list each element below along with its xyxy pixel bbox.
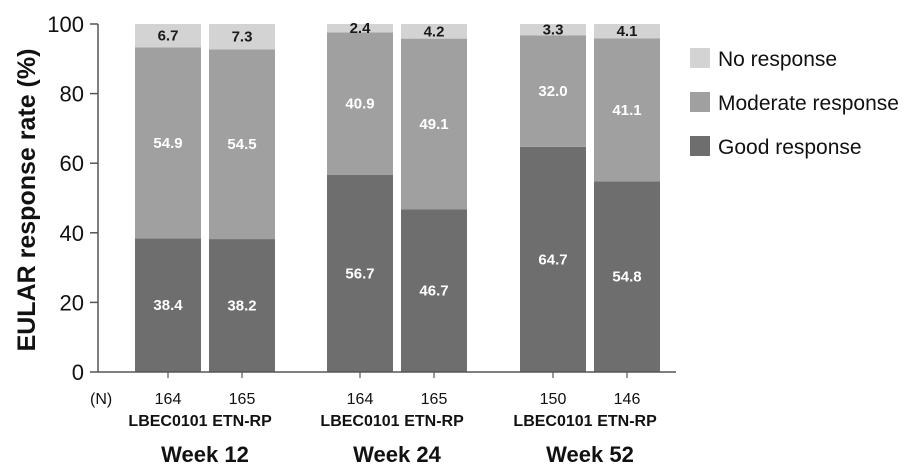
legend-label: Moderate response bbox=[718, 92, 899, 115]
data-label: 4.1 bbox=[617, 23, 638, 40]
bar-segment bbox=[327, 32, 393, 175]
group-label: Week 12 bbox=[161, 442, 249, 466]
y-tick-label: 80 bbox=[60, 82, 84, 107]
bar-segment bbox=[520, 24, 586, 36]
y-tick-label: 40 bbox=[60, 221, 84, 246]
data-label: 54.8 bbox=[612, 269, 641, 286]
data-label: 2.4 bbox=[350, 20, 372, 37]
bar-segment bbox=[594, 181, 660, 372]
data-label: 54.9 bbox=[153, 135, 182, 152]
bar-segment bbox=[594, 38, 660, 182]
y-axis-label: EULAR response rate (%) bbox=[13, 49, 41, 352]
data-label: 3.3 bbox=[543, 22, 564, 39]
group-label: Week 52 bbox=[546, 442, 634, 466]
data-label: 4.2 bbox=[424, 23, 445, 40]
bar-segment bbox=[135, 24, 201, 48]
x-axis-labels: 164 LBEC0101 165 ETN-RP 164 LBEC0101 165 ETN-RP… bbox=[128, 372, 657, 466]
group-label: Week 24 bbox=[353, 442, 441, 466]
n-value: 164 bbox=[347, 391, 374, 408]
legend-swatch bbox=[690, 136, 710, 156]
bar-segment bbox=[401, 209, 467, 372]
legend-swatch bbox=[690, 48, 710, 68]
n-value: 165 bbox=[421, 391, 448, 408]
y-tick-label: 0 bbox=[72, 360, 84, 385]
bar-segment bbox=[209, 24, 275, 50]
y-tick-label: 60 bbox=[60, 151, 84, 176]
data-label: 46.7 bbox=[419, 283, 448, 300]
x-tick-label: ETN-RP bbox=[597, 413, 657, 430]
n-value: 164 bbox=[155, 391, 182, 408]
n-row-label: (N) bbox=[90, 391, 112, 408]
y-axis-ticks: 0 20 40 60 80 100 bbox=[47, 12, 98, 385]
n-value: 150 bbox=[540, 391, 567, 408]
legend: No response Moderate response Good respons… bbox=[690, 48, 899, 159]
data-label: 64.7 bbox=[538, 251, 567, 268]
x-tick-label: ETN-RP bbox=[404, 413, 464, 430]
legend-swatch bbox=[690, 92, 710, 112]
plot-area: 38.4 54.9 6.7 38.2 54.5 7.3 56.7 40.9 2.4 46.7 49.… bbox=[135, 20, 660, 372]
bar-segment bbox=[520, 35, 586, 147]
bar-segment bbox=[594, 24, 660, 39]
bar-segment bbox=[135, 238, 201, 372]
legend-label: Good response bbox=[718, 136, 862, 159]
x-tick-label: ETN-RP bbox=[212, 413, 272, 430]
bar-segment bbox=[209, 49, 275, 240]
bar-segment bbox=[401, 24, 467, 39]
y-tick-label: 20 bbox=[60, 290, 84, 315]
data-label: 6.7 bbox=[158, 28, 179, 45]
bar-segment bbox=[327, 174, 393, 372]
bar-segment bbox=[327, 24, 393, 33]
bar-segment bbox=[401, 38, 467, 210]
bar-segment bbox=[209, 239, 275, 372]
data-label: 41.1 bbox=[612, 102, 641, 119]
data-label: 56.7 bbox=[345, 265, 374, 282]
data-label: 40.9 bbox=[345, 96, 374, 113]
data-label: 38.2 bbox=[227, 298, 256, 315]
x-tick-label: LBEC0101 bbox=[513, 413, 592, 430]
y-tick-label: 100 bbox=[47, 12, 84, 37]
data-label: 49.1 bbox=[419, 116, 448, 133]
bar-segment bbox=[135, 47, 201, 239]
x-tick-label: LBEC0101 bbox=[128, 413, 207, 430]
n-value: 165 bbox=[229, 391, 256, 408]
x-tick-label: LBEC0101 bbox=[320, 413, 399, 430]
data-label: 54.5 bbox=[227, 136, 256, 153]
bar-segment bbox=[520, 146, 586, 372]
n-value: 146 bbox=[614, 391, 641, 408]
legend-label: No response bbox=[718, 48, 837, 71]
data-label: 7.3 bbox=[232, 29, 253, 46]
data-label: 38.4 bbox=[153, 297, 183, 314]
data-label: 32.0 bbox=[538, 83, 567, 100]
